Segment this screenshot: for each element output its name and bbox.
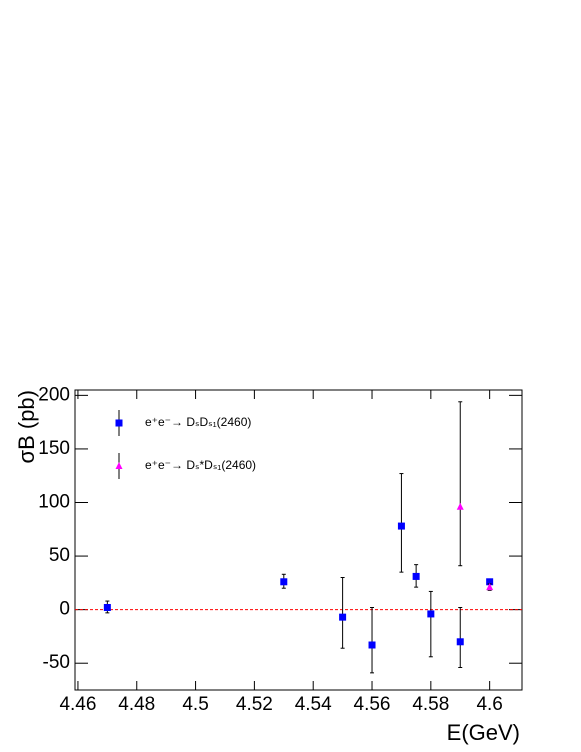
y-tick-label: 0	[59, 599, 70, 620]
legend-label: e⁺e⁻→ Dₛ*Dₛ₁(2460)	[145, 458, 256, 472]
x-tick-label: 4.5	[182, 694, 208, 715]
x-tick-label: 4.58	[412, 694, 449, 715]
legend-marker	[115, 419, 123, 427]
x-tick-label: 4.52	[236, 694, 273, 715]
y-tick-label: 200	[38, 384, 70, 405]
y-tick-label: 150	[38, 438, 70, 459]
y-tick-label: 100	[38, 492, 70, 513]
legend-label: e⁺e⁻→ DₛDₛ₁(2460)	[145, 415, 251, 429]
data-point	[486, 583, 494, 591]
data-point	[456, 502, 464, 510]
data-point	[427, 610, 435, 618]
data-point	[368, 641, 376, 649]
x-axis-label: E(GeV)	[447, 720, 520, 745]
data-point	[456, 638, 464, 646]
data-point	[397, 522, 405, 530]
x-tick-label: 4.6	[476, 694, 502, 715]
x-tick-label: 4.54	[295, 694, 332, 715]
x-tick-label: 4.46	[59, 694, 96, 715]
x-tick-label: 4.48	[118, 694, 155, 715]
y-tick-label: 50	[49, 545, 70, 566]
x-tick-label: 4.56	[354, 694, 391, 715]
data-point	[103, 604, 111, 611]
data-point	[280, 578, 288, 586]
data-point	[339, 613, 347, 621]
data-point	[412, 572, 420, 580]
y-tick-label: -50	[43, 652, 70, 673]
y-axis-label: σB (pb)	[14, 390, 39, 464]
data-point	[486, 578, 494, 586]
plot-frame	[74, 389, 523, 691]
legend-marker	[115, 462, 123, 469]
